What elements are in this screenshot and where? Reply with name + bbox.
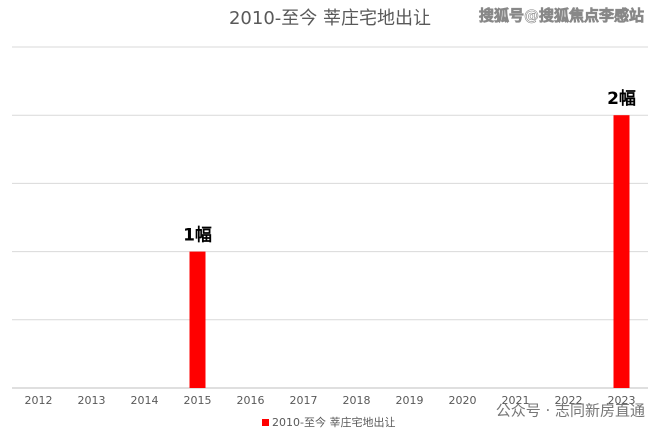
legend-swatch	[262, 419, 269, 426]
x-tick-label: 2017	[290, 394, 318, 407]
bar	[613, 115, 630, 388]
x-tick-label: 2014	[131, 394, 159, 407]
legend-label: 2010-至今 莘庄宅地出让	[272, 415, 395, 429]
bar	[189, 251, 206, 388]
data-label: 1幅	[183, 225, 212, 246]
x-tick-label: 2019	[396, 394, 424, 407]
data-label: 2幅	[607, 88, 636, 109]
x-tick-label: 2018	[343, 394, 371, 407]
x-tick-label: 2012	[25, 394, 53, 407]
x-tick-label: 2022	[555, 394, 583, 407]
plot: 2012 2013 2014 2015 2016 2017 2018 2019 2020 2021…	[12, 46, 648, 429]
x-tick-label: 2015	[184, 394, 212, 407]
x-tick-label: 2013	[78, 394, 106, 407]
x-tick-label: 2020	[449, 394, 477, 407]
watermark: 搜狐号@搜狐焦点李感站	[479, 7, 644, 25]
x-tick-label: 2021	[502, 394, 530, 407]
x-tick-label: 2016	[237, 394, 265, 407]
chart-title: 2010-至今 莘庄宅地出让	[229, 8, 431, 29]
watermark: 公众号 · 志同新房直通	[496, 402, 645, 420]
x-tick-label: 2023	[608, 394, 636, 407]
